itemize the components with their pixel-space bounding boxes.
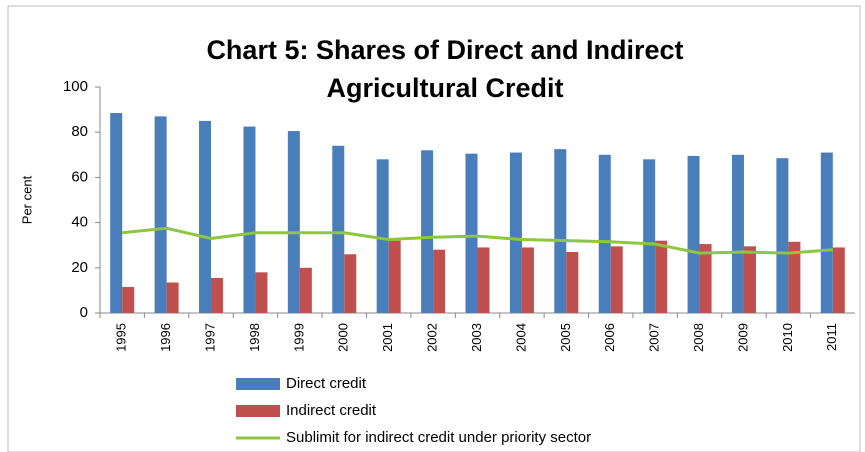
bar (287, 131, 300, 313)
bar (255, 272, 268, 313)
x-tick-label: 2010 (780, 323, 795, 352)
bar (344, 254, 357, 313)
x-tick-label: 1996 (158, 323, 173, 352)
y-tick-label: 100 (63, 78, 88, 95)
bar (243, 126, 256, 313)
bar (509, 152, 522, 313)
legend-swatch (236, 405, 280, 417)
bar (477, 247, 490, 313)
bar (731, 154, 744, 313)
bar (820, 152, 833, 313)
bar (376, 159, 389, 313)
x-tick-label: 2006 (602, 323, 617, 352)
bar (554, 149, 567, 313)
bar (154, 116, 167, 313)
y-axis-label: Per cent (19, 175, 34, 224)
line (122, 226, 833, 255)
x-tick-label: 2007 (647, 323, 662, 352)
x-tick-label: 2001 (380, 323, 395, 352)
bar (788, 241, 801, 313)
bar (332, 145, 345, 313)
bar (776, 158, 789, 313)
legend-swatch (236, 378, 280, 390)
bar (421, 150, 434, 313)
bar (566, 251, 579, 313)
bar (610, 246, 623, 313)
bar (643, 159, 656, 313)
chart-title: Chart 5: Shares of Direct and Indirect (206, 35, 683, 65)
bar (655, 240, 668, 313)
bar (743, 246, 756, 313)
x-tick-label: 1998 (247, 323, 262, 352)
chart-title: Agricultural Credit (326, 73, 563, 103)
x-tick-label: 2009 (735, 323, 750, 352)
x-tick-label: 2002 (425, 323, 440, 352)
y-tick-label: 80 (71, 123, 88, 140)
bar (832, 247, 845, 313)
x-tick-label: 1999 (291, 323, 306, 352)
legend-label: Indirect credit (286, 402, 377, 419)
y-tick-label: 0 (80, 304, 88, 321)
y-tick-label: 20 (71, 259, 88, 276)
bar (299, 267, 312, 313)
y-tick-label: 60 (71, 168, 88, 185)
x-tick-label: 2000 (336, 323, 351, 352)
bar (433, 249, 446, 313)
bar (521, 247, 534, 313)
bar (122, 287, 135, 313)
legend-label: Sublimit for indirect credit under prior… (286, 429, 591, 446)
x-tick-label: 2004 (513, 323, 528, 352)
y-tick-label: 40 (71, 214, 88, 231)
x-tick-label: 2011 (824, 323, 839, 351)
bar (687, 155, 700, 313)
bar (598, 154, 611, 313)
x-tick-label: 2005 (558, 323, 573, 352)
x-tick-label: 2008 (691, 323, 706, 352)
bar (110, 112, 123, 314)
x-tick-label: 1997 (202, 323, 217, 352)
x-tick-label: 2003 (469, 323, 484, 352)
x-tick-label: 1995 (114, 323, 129, 352)
legend-label: Direct credit (286, 375, 367, 392)
bar (199, 120, 212, 314)
bar (211, 277, 224, 313)
bar (166, 282, 179, 313)
bar (388, 240, 401, 313)
bar (699, 244, 712, 313)
bar (465, 153, 478, 313)
